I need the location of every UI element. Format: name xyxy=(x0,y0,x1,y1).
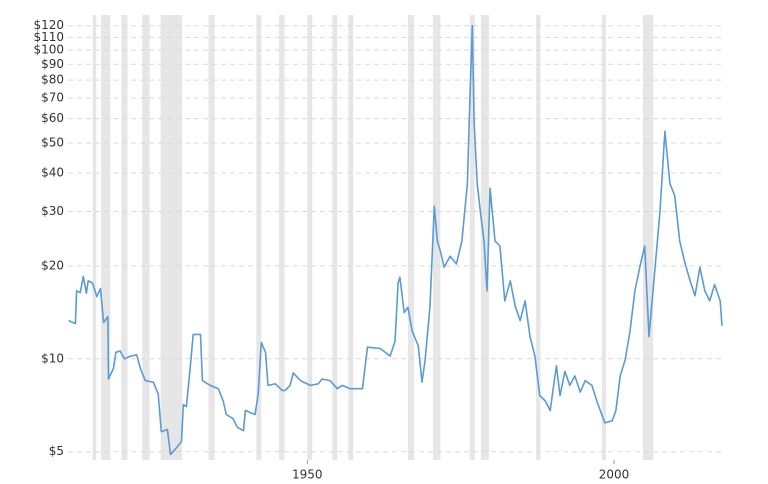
y-tick-label: $60 xyxy=(41,111,64,125)
y-tick-label: $80 xyxy=(41,73,64,87)
y-tick-label: $120 xyxy=(33,18,64,32)
recession-band xyxy=(332,15,338,460)
recession-band xyxy=(536,15,541,460)
recession-band xyxy=(208,15,215,460)
price-line xyxy=(68,24,723,456)
y-tick-label: $70 xyxy=(41,90,64,104)
y-tick-label: $5 xyxy=(49,444,64,458)
recession-band xyxy=(480,15,489,460)
y-tick-label: $40 xyxy=(41,165,64,179)
recession-band xyxy=(142,15,150,460)
recession-band xyxy=(279,15,285,460)
x-tick-label: 2000 xyxy=(599,468,630,482)
grid xyxy=(68,25,722,464)
recession-bands xyxy=(92,15,654,460)
plot xyxy=(68,24,723,456)
recession-band xyxy=(92,15,97,460)
recession-band xyxy=(348,15,354,460)
recession-band xyxy=(307,15,313,460)
recession-band xyxy=(642,15,654,460)
x-tick-label: 1950 xyxy=(292,468,323,482)
recession-band xyxy=(256,15,262,460)
recession-band xyxy=(469,15,475,460)
recession-band xyxy=(121,15,128,460)
y-tick-label: $110 xyxy=(33,30,64,44)
y-tick-label: $100 xyxy=(33,43,64,57)
y-tick-label: $10 xyxy=(41,351,64,365)
y-tick-label: $90 xyxy=(41,57,64,71)
recession-band xyxy=(160,15,183,460)
y-tick-label: $20 xyxy=(41,258,64,272)
recession-band xyxy=(101,15,111,460)
y-tick-label: $30 xyxy=(41,204,64,218)
recession-band xyxy=(407,15,415,460)
recession-band xyxy=(601,15,607,460)
y-tick-label: $50 xyxy=(41,136,64,150)
